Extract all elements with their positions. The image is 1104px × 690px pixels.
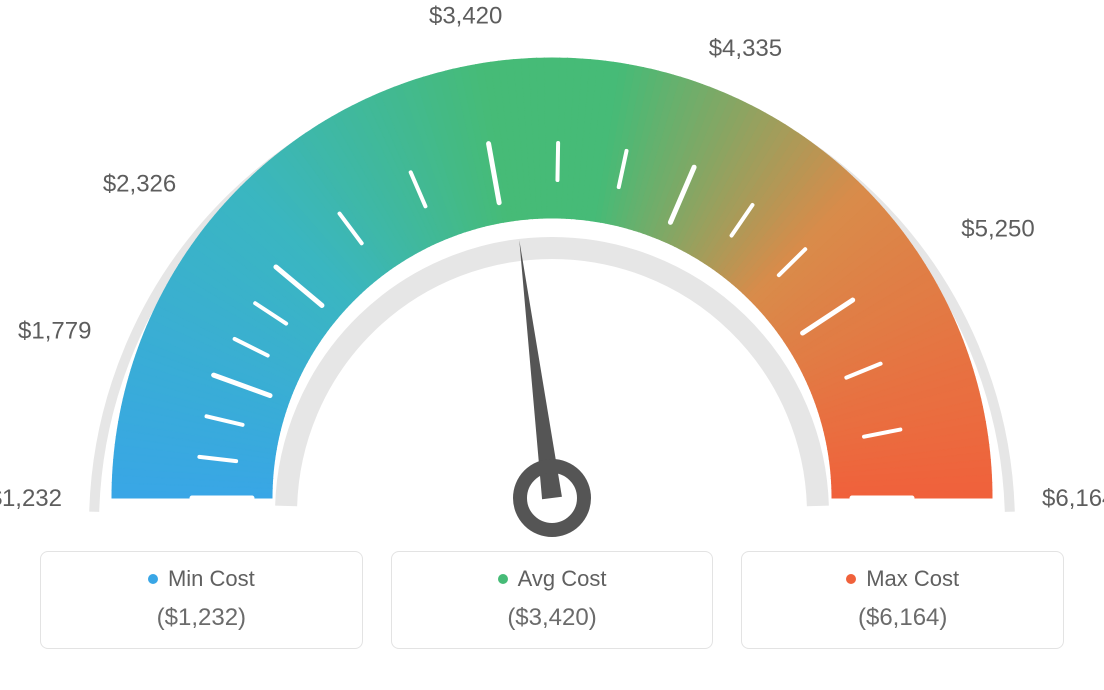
svg-text:$5,250: $5,250	[961, 216, 1034, 243]
svg-text:$2,326: $2,326	[103, 171, 176, 198]
max-cost-title: Max Cost	[846, 566, 959, 592]
min-cost-title: Min Cost	[148, 566, 255, 592]
avg-cost-value: ($3,420)	[402, 604, 703, 632]
cost-gauge: $1,232 $1,779 $2,326 $3,420 $4,335 $5,250 $6,1…	[0, 0, 1104, 540]
max-cost-label: Max Cost	[866, 566, 959, 592]
min-cost-value: ($1,232)	[51, 604, 352, 632]
svg-text:$3,420: $3,420	[429, 3, 502, 30]
avg-cost-card: Avg Cost ($3,420)	[391, 551, 714, 649]
legend-row: Min Cost ($1,232) Avg Cost ($3,420) Max …	[0, 540, 1104, 690]
max-cost-card: Max Cost ($6,164)	[741, 551, 1064, 649]
svg-text:$6,164: $6,164	[1042, 485, 1104, 512]
svg-text:$4,335: $4,335	[709, 35, 782, 62]
avg-cost-title: Avg Cost	[498, 566, 607, 592]
max-cost-value: ($6,164)	[752, 604, 1053, 632]
min-dot-icon	[148, 574, 158, 584]
avg-cost-label: Avg Cost	[518, 566, 607, 592]
min-cost-card: Min Cost ($1,232)	[40, 551, 363, 649]
avg-dot-icon	[498, 574, 508, 584]
svg-text:$1,232: $1,232	[0, 485, 62, 512]
svg-text:$1,779: $1,779	[18, 318, 91, 345]
min-cost-label: Min Cost	[168, 566, 255, 592]
max-dot-icon	[846, 574, 856, 584]
